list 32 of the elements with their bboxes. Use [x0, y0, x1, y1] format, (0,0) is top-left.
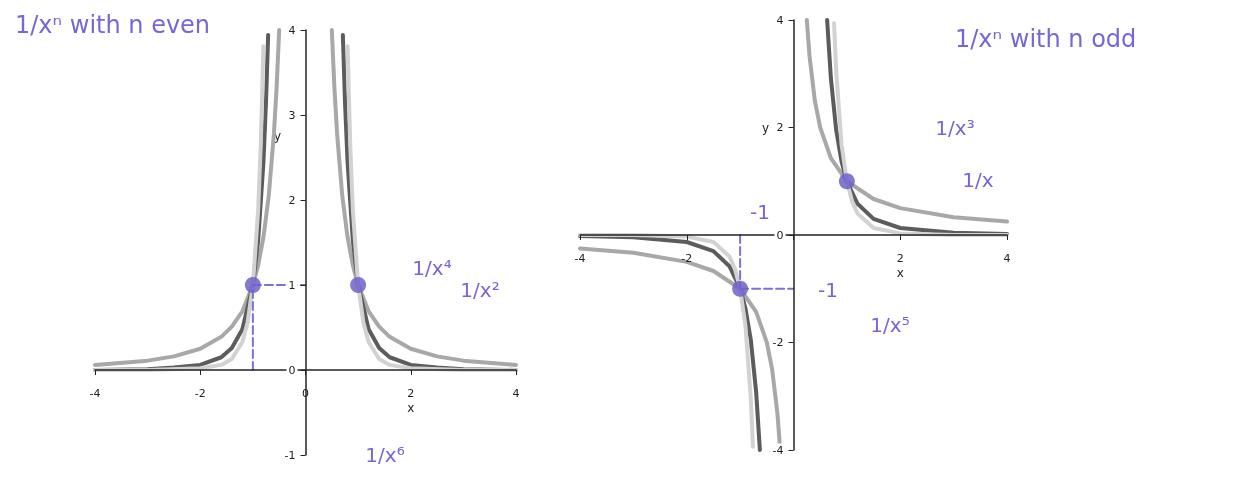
annotation: 1/x: [962, 168, 994, 192]
y-tick-label: 0: [776, 228, 784, 242]
x-tick-label: -4: [89, 387, 101, 400]
annotation: 1/x³: [935, 116, 975, 140]
y-tick-label: 0: [288, 363, 296, 377]
x-axis-title: x: [896, 266, 904, 280]
y-tick-label: 4: [776, 13, 784, 27]
x-tick-label: -2: [681, 252, 693, 265]
y-tick-label: 2: [288, 193, 296, 207]
y-tick-label: 4: [288, 23, 296, 37]
chart-title: 1/xⁿ with n even: [15, 11, 211, 39]
annotation: 1/x²: [460, 278, 500, 302]
annotation: 1/x⁶: [365, 443, 405, 467]
annotation: 1/x⁵: [870, 313, 910, 337]
x-tick-label: 2: [896, 252, 904, 265]
y-tick-label: -1: [284, 448, 296, 462]
y-tick-label: 1: [288, 278, 296, 292]
annotation: 1/x⁴: [412, 256, 452, 280]
y-axis-title: y: [273, 129, 282, 144]
chart-title: 1/xⁿ with n odd: [955, 25, 1137, 53]
x-tick-label: 4: [512, 387, 520, 400]
annotation: -1: [818, 278, 838, 302]
x-axis-title: x: [407, 401, 415, 415]
x-tick-label: -2: [194, 387, 206, 400]
y-tick-label: 3: [288, 108, 296, 122]
y-tick-label: 2: [776, 121, 784, 134]
y-tick-label: -2: [772, 336, 784, 349]
y-tick-label: -4: [772, 443, 784, 457]
x-tick-label: -4: [574, 252, 586, 265]
y-axis-title: y: [761, 120, 770, 135]
x-tick-label: 4: [1003, 252, 1011, 265]
x-tick-label: 2: [407, 387, 415, 400]
